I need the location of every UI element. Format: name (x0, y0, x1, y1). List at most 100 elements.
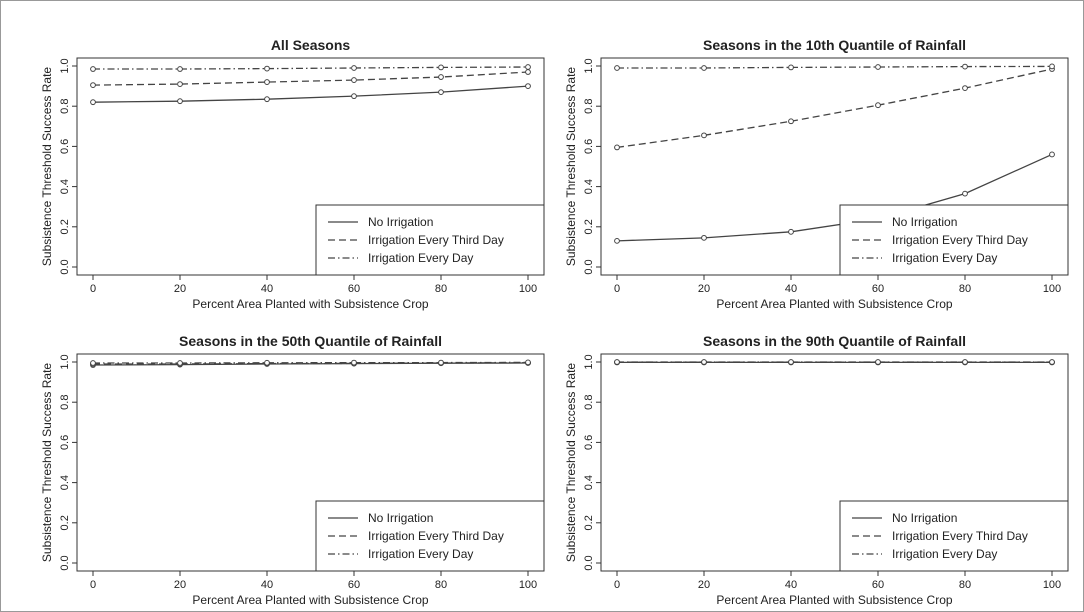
x-axis-label: Percent Area Planted with Subsistence Cr… (716, 593, 952, 607)
data-point (788, 228, 794, 235)
legend-entry: Irrigation Every Third Day (368, 529, 504, 543)
y-tick-label: 0.4 (583, 179, 595, 194)
data-point (962, 190, 968, 197)
data-point (90, 66, 96, 72)
data-point (875, 359, 881, 365)
chart-panel-4: Seasons in the 90th Quantile of Rainfall… (564, 333, 1069, 607)
legend: No Irrigation Irrigation Every Third Day I… (315, 500, 545, 572)
x-tick-label: 60 (872, 283, 884, 295)
legend-entry: Irrigation Every Day (368, 251, 473, 265)
series-line-2 (93, 362, 529, 365)
data-point (525, 64, 531, 70)
x-tick-label: 80 (959, 283, 971, 295)
x-tick-label: 20 (698, 579, 710, 591)
legend-entry: Irrigation Every Day (892, 547, 997, 561)
series-line-1 (92, 85, 529, 103)
x-tick-label: 100 (519, 579, 537, 591)
x-tick-label: 0 (614, 579, 620, 591)
series-line-1 (92, 362, 529, 366)
data-point (1049, 151, 1055, 158)
data-point (525, 83, 531, 89)
x-axis-label: Percent Area Planted with Subsistence Cr… (192, 593, 428, 607)
data-point (438, 89, 444, 96)
data-point (438, 74, 444, 80)
data-point (177, 360, 183, 366)
legend-entry: No Irrigation (368, 215, 433, 229)
plot-area (600, 353, 1069, 572)
data-point (264, 96, 270, 103)
data-point (962, 85, 968, 92)
data-point (438, 359, 444, 366)
x-tick-label: 20 (174, 283, 186, 295)
x-tick-label: 100 (519, 283, 537, 295)
data-point (701, 359, 707, 365)
series-line-2 (616, 68, 1053, 149)
y-axis-label: Subsistence Threshold Success Rate (564, 67, 578, 267)
data-point (614, 144, 620, 151)
data-point (90, 360, 96, 366)
data-point (351, 359, 357, 366)
data-point (90, 99, 96, 106)
y-tick-label: 0.0 (583, 259, 595, 274)
chart-title: Seasons in the 50th Quantile of Rainfall (179, 333, 442, 349)
chart-panel-3: Seasons in the 50th Quantile of Rainfall… (40, 333, 545, 607)
data-point (614, 237, 620, 244)
chart-title: Seasons in the 90th Quantile of Rainfall (703, 333, 966, 349)
data-point (177, 66, 183, 72)
x-tick-label: 60 (348, 579, 360, 591)
x-tick-label: 0 (614, 283, 620, 295)
data-point (701, 132, 707, 139)
y-tick-label: 0.8 (583, 395, 595, 410)
data-point (962, 359, 968, 365)
data-point (875, 102, 881, 109)
x-tick-label: 40 (785, 283, 797, 295)
y-tick-label: 0.0 (59, 259, 71, 274)
y-tick-label: 1.0 (583, 354, 595, 369)
x-tick-label: 80 (435, 283, 447, 295)
legend-entry: Irrigation Every Third Day (892, 233, 1028, 247)
plot-area (600, 57, 1069, 276)
x-axis-label: Percent Area Planted with Subsistence Cr… (192, 297, 428, 311)
legend-entry: Irrigation Every Third Day (368, 233, 504, 247)
chart-panel-2: Seasons in the 10th Quantile of Rainfall… (564, 37, 1069, 311)
y-tick-label: 0.4 (59, 475, 71, 490)
data-point (788, 64, 794, 71)
data-point (525, 69, 531, 75)
y-tick-label: 0.2 (59, 219, 71, 234)
x-tick-label: 40 (261, 283, 273, 295)
data-point (177, 98, 183, 105)
legend-entry: No Irrigation (892, 215, 957, 229)
data-point (351, 65, 357, 71)
plot-area (76, 57, 545, 276)
legend-entry: Irrigation Every Third Day (892, 529, 1028, 543)
y-tick-label: 0.4 (59, 179, 71, 194)
y-axis-label: Subsistence Threshold Success Rate (564, 363, 578, 563)
y-tick-label: 1.0 (59, 58, 71, 73)
y-tick-label: 0.6 (583, 139, 595, 154)
x-tick-label: 40 (261, 579, 273, 591)
legend-entry: No Irrigation (368, 511, 433, 525)
data-point (438, 64, 444, 71)
x-tick-label: 20 (174, 579, 186, 591)
x-tick-label: 80 (435, 579, 447, 591)
y-axis-label: Subsistence Threshold Success Rate (40, 67, 54, 267)
data-point (701, 65, 707, 71)
x-tick-label: 20 (698, 283, 710, 295)
chart-title: Seasons in the 10th Quantile of Rainfall (703, 37, 966, 53)
data-point (614, 359, 620, 365)
legend-entry: Irrigation Every Day (892, 251, 997, 265)
data-point (962, 63, 968, 70)
series-line-1 (616, 153, 1053, 242)
series-line-2 (92, 71, 529, 86)
data-point (351, 93, 357, 100)
legend: No Irrigation Irrigation Every Third Day I… (315, 204, 545, 276)
chart-panel-1: All Seasons 0 20 40 60 80 100 Percent Area Plan… (40, 37, 545, 311)
legend-entry: Irrigation Every Day (368, 547, 473, 561)
y-tick-label: 0.2 (59, 515, 71, 530)
x-tick-label: 100 (1043, 579, 1061, 591)
data-point (177, 81, 183, 87)
data-point (788, 118, 794, 125)
data-point (90, 82, 96, 88)
series-line-3 (93, 66, 529, 70)
